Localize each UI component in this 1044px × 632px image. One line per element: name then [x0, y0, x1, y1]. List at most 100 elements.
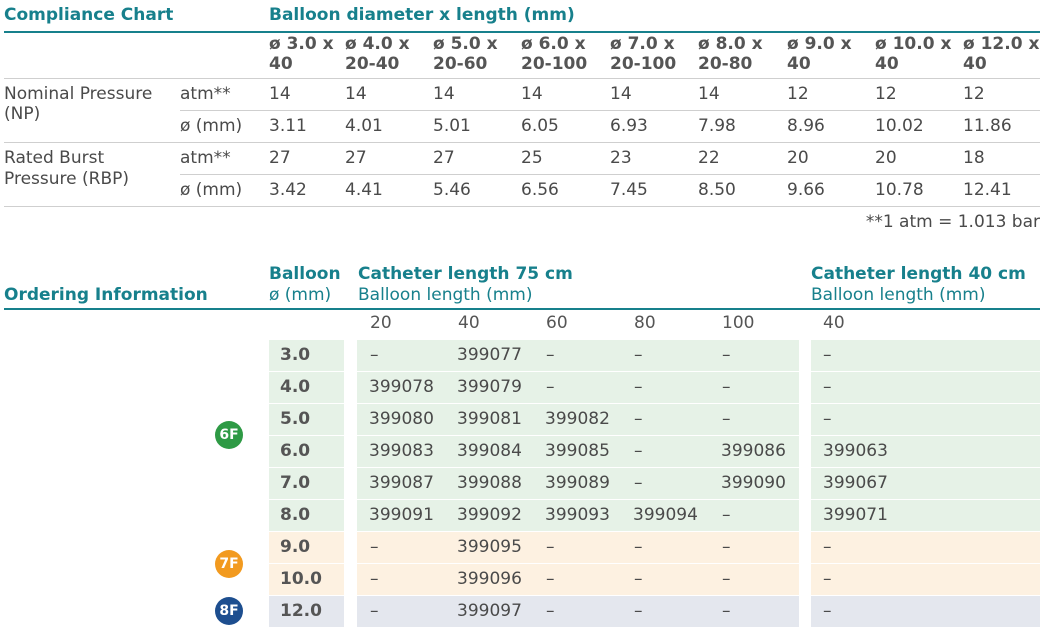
balloon-header-unit: ø (mm) — [269, 285, 332, 305]
rbp-label-abbr: Pressure (RBP) — [4, 169, 129, 189]
table-cell: 12.41 — [963, 180, 1012, 200]
rbp-unit-diam: ø (mm) — [180, 180, 243, 200]
np-unit-atm: atm** — [180, 84, 231, 104]
catheter75-header: Catheter length 75 cm — [358, 264, 573, 284]
row-background — [357, 436, 799, 467]
order-number: 399095 — [457, 537, 522, 557]
order-number: – — [823, 409, 832, 429]
balloon-diameter: 4.0 — [280, 377, 311, 397]
order-number: – — [546, 345, 555, 365]
order-number: 399086 — [721, 441, 786, 461]
order-number: – — [823, 377, 832, 397]
np-unit-diam: ø (mm) — [180, 116, 243, 136]
compliance-header-rule — [4, 31, 1040, 33]
balloon-header: Balloon — [269, 264, 341, 284]
order-number: 399088 — [457, 473, 522, 493]
order-number: – — [722, 569, 731, 589]
row-background — [811, 340, 1040, 371]
ordering-header-rule — [4, 308, 1040, 310]
order-number: – — [823, 345, 832, 365]
column-header-line2: 40 — [875, 54, 899, 74]
row-background — [357, 404, 799, 435]
french-size-badge: 8F — [215, 597, 243, 625]
order-number: – — [823, 601, 832, 621]
table-cell: 22 — [698, 148, 720, 168]
table-cell: 10.78 — [875, 180, 924, 200]
table-cell: 23 — [610, 148, 632, 168]
order-number: – — [634, 441, 643, 461]
compliance-title: Compliance Chart — [4, 5, 174, 25]
row-background — [357, 532, 799, 563]
column-header-line2: 20-40 — [345, 54, 400, 74]
balloon-diameter: 5.0 — [280, 409, 311, 429]
row-background — [269, 436, 344, 467]
table-cell: 14 — [698, 84, 720, 104]
row-background — [269, 564, 344, 595]
column-header-line1: ø 7.0 x — [610, 34, 675, 54]
table-cell: 14 — [521, 84, 543, 104]
order-number: 399083 — [369, 441, 434, 461]
footnote: **1 atm = 1.013 bar — [865, 212, 1040, 232]
table-cell: 5.01 — [433, 116, 471, 136]
column-header-line1: ø 10.0 x — [875, 34, 952, 54]
order-number: 399080 — [369, 409, 434, 429]
table-cell: 12 — [787, 84, 809, 104]
row-background — [811, 436, 1040, 467]
table-cell: 14 — [433, 84, 455, 104]
order-number: – — [634, 345, 643, 365]
table-cell: 7.98 — [698, 116, 736, 136]
table-cell: 8.96 — [787, 116, 825, 136]
catheter40-subheader: Balloon length (mm) — [811, 285, 986, 305]
column-header-line1: ø 6.0 x — [521, 34, 586, 54]
table-cell: 12 — [963, 84, 985, 104]
order-number: 399097 — [457, 601, 522, 621]
divider — [180, 110, 1040, 111]
order-number: 399090 — [721, 473, 786, 493]
column-header-line2: 40 — [963, 54, 987, 74]
table-cell: 27 — [433, 148, 455, 168]
row-background — [811, 404, 1040, 435]
order-number: – — [634, 409, 643, 429]
row-background — [269, 404, 344, 435]
column-header-line2: 20-60 — [433, 54, 488, 74]
ordering-title: Ordering Information — [4, 285, 208, 305]
column-header-line1: ø 9.0 x — [787, 34, 852, 54]
order-number: 399089 — [545, 473, 610, 493]
order-number: – — [722, 345, 731, 365]
rbp-unit-atm: atm** — [180, 148, 231, 168]
order-number: – — [546, 601, 555, 621]
table-cell: 25 — [521, 148, 543, 168]
row-background — [811, 500, 1040, 531]
balloon-diameter: 6.0 — [280, 441, 311, 461]
row-background — [357, 500, 799, 531]
catheter40-header: Catheter length 40 cm — [811, 264, 1026, 284]
length-header: 40 — [823, 313, 845, 333]
order-number: – — [722, 409, 731, 429]
order-number: – — [634, 473, 643, 493]
table-cell: 10.02 — [875, 116, 924, 136]
order-number: 399067 — [823, 473, 888, 493]
balloon-diameter: 10.0 — [280, 569, 322, 589]
table-cell: 6.93 — [610, 116, 648, 136]
row-background — [269, 500, 344, 531]
table-cell: 9.66 — [787, 180, 825, 200]
np-label: Nominal Pressure — [4, 84, 153, 104]
table-cell: 3.11 — [269, 116, 307, 136]
order-number: 399093 — [545, 505, 610, 525]
order-number: 399081 — [457, 409, 522, 429]
divider — [180, 174, 1040, 175]
column-header-line1: ø 3.0 x — [269, 34, 334, 54]
table-cell: 4.41 — [345, 180, 383, 200]
table-cell: 14 — [269, 84, 291, 104]
order-number: 399096 — [457, 569, 522, 589]
table-cell: 6.05 — [521, 116, 559, 136]
balloon-diameter: 9.0 — [280, 537, 311, 557]
row-background — [357, 372, 799, 403]
row-background — [357, 564, 799, 595]
order-number: – — [722, 505, 731, 525]
order-number: 399092 — [457, 505, 522, 525]
order-number: 399082 — [545, 409, 610, 429]
row-background — [357, 340, 799, 371]
column-header-line2: 20-100 — [610, 54, 677, 74]
order-number: – — [634, 601, 643, 621]
